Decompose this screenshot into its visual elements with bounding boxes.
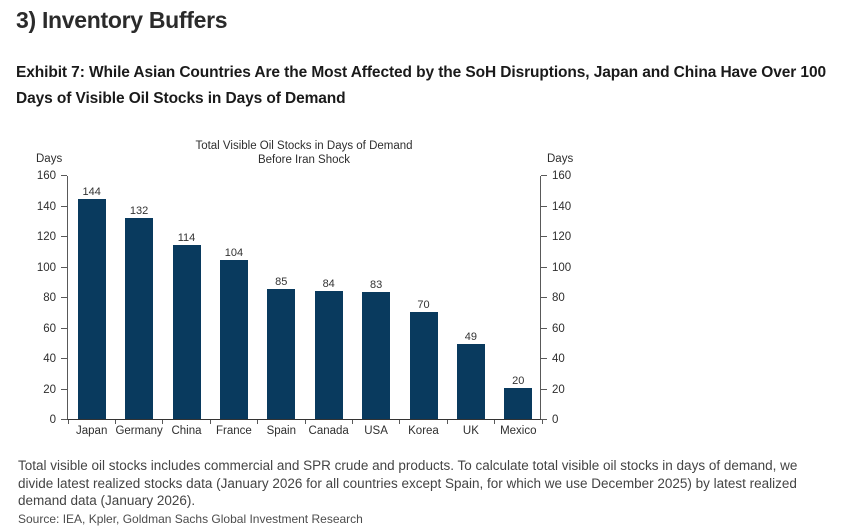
- y-axis-tick-label-right: 120: [552, 231, 572, 243]
- bar-japan: [77, 199, 106, 419]
- plot-area: 0 0 20 20 40 40 60 60 80 80 100 100 120 120 140 140 160 1…: [37, 170, 571, 437]
- bar-china: [172, 245, 201, 419]
- bar-value-label: 20: [512, 375, 525, 387]
- x-axis-tick: [399, 420, 401, 424]
- y-axis-tick-label-right: 100: [552, 261, 572, 274]
- left-axis-unit-label: Days: [36, 153, 63, 165]
- y-axis-tick-right: [541, 266, 547, 268]
- category-label-korea: Korea: [408, 425, 439, 437]
- y-axis-tick-label-left: 0: [49, 414, 56, 426]
- y-axis-tick-left: [61, 419, 67, 420]
- y-axis-tick-label-left: 140: [36, 200, 56, 213]
- y-axis-tick-left: [61, 358, 67, 359]
- x-axis-tick: [162, 420, 164, 424]
- category-label-usa: USA: [364, 425, 388, 437]
- y-axis-tick-right: [541, 205, 547, 207]
- y-axis-tick-left: [61, 388, 67, 390]
- bar-value-label: 104: [224, 247, 244, 259]
- chart-footnote: Total visible oil stocks includes commer…: [18, 458, 798, 508]
- x-axis-tick: [541, 420, 543, 424]
- y-axis-tick-left: [61, 327, 67, 329]
- y-axis-tick-label-left: 160: [36, 170, 56, 182]
- category-label-japan: Japan: [76, 425, 108, 437]
- category-label-spain: Spain: [266, 425, 296, 437]
- y-axis-tick-right: [541, 327, 547, 329]
- y-axis-tick-label-left: 120: [36, 231, 56, 243]
- y-axis-tick-label-right: 80: [552, 292, 565, 304]
- bar-germany: [125, 218, 154, 419]
- y-axis-tick-label-right: 160: [552, 170, 572, 182]
- x-axis-tick: [114, 420, 116, 424]
- x-axis-tick: [257, 420, 259, 424]
- bar-france: [219, 260, 248, 419]
- x-axis-tick: [304, 420, 306, 424]
- source-attribution: Source: IEA, Kpler, Goldman Sachs Global…: [18, 512, 363, 526]
- bar-spain: [267, 289, 296, 419]
- bar-value-label: 114: [177, 232, 196, 244]
- bar-mexico: [504, 388, 533, 419]
- y-axis-tick-label-right: 20: [552, 383, 565, 396]
- y-axis-tick-label-left: 40: [43, 353, 56, 365]
- bar-value-label: 83: [369, 279, 383, 291]
- y-axis-tick-right: [541, 175, 547, 176]
- y-axis-tick-label-right: 140: [552, 200, 572, 213]
- category-label-france: France: [215, 425, 252, 437]
- bar-chart: Total Visible Oil Stocks in Days of Dema…: [36, 140, 574, 437]
- bar-value-label: 85: [275, 276, 288, 288]
- x-axis-tick: [494, 420, 496, 424]
- y-axis-tick-right: [541, 419, 547, 420]
- exhibit-title: Exhibit 7: While Asian Countries Are the…: [16, 64, 826, 107]
- x-axis-tick: [209, 420, 211, 424]
- y-axis-tick-right: [541, 297, 547, 298]
- y-axis-tick-left: [61, 297, 67, 298]
- x-axis-tick: [446, 420, 448, 424]
- y-axis-tick-right: [541, 358, 547, 359]
- chart-subtitle: Before Iran Shock: [257, 154, 351, 166]
- right-axis-unit-label: Days: [547, 153, 574, 165]
- y-axis-tick-left: [61, 266, 67, 268]
- bar-uk: [456, 344, 485, 419]
- category-label-mexico: Mexico: [500, 425, 537, 437]
- bar-value-label: 84: [322, 278, 335, 290]
- y-axis-tick-left: [61, 205, 67, 207]
- y-axis-tick-left: [61, 175, 67, 176]
- bar-value-label: 70: [417, 299, 430, 311]
- bar-value-label: 132: [129, 205, 149, 217]
- y-axis-tick-left: [61, 236, 67, 237]
- y-axis-tick-label-left: 100: [36, 261, 56, 274]
- category-label-canada: Canada: [308, 425, 349, 437]
- y-axis-tick-right: [541, 388, 547, 390]
- bar-canada: [314, 291, 343, 419]
- x-axis-tick: [67, 420, 69, 424]
- category-label-uk: UK: [462, 425, 479, 437]
- bar-value-label: 49: [464, 331, 477, 343]
- section-heading: 3) Inventory Buffers: [16, 7, 228, 33]
- bar-korea: [409, 312, 438, 419]
- y-axis-tick-label-right: 0: [552, 414, 559, 426]
- category-label-china: China: [171, 425, 202, 437]
- bar-value-label: 144: [82, 186, 101, 198]
- y-axis-tick-right: [541, 236, 547, 237]
- y-axis-tick-label-left: 60: [43, 322, 56, 335]
- y-axis-tick-label-right: 40: [552, 353, 565, 365]
- bar-usa: [362, 292, 391, 419]
- x-axis-tick: [351, 420, 353, 424]
- y-axis-tick-label-left: 20: [43, 383, 56, 396]
- y-axis-tick-label-right: 60: [552, 322, 565, 335]
- category-label-germany: Germany: [115, 425, 163, 437]
- chart-title: Total Visible Oil Stocks in Days of Dema…: [195, 140, 413, 152]
- y-axis-tick-label-left: 80: [43, 292, 56, 304]
